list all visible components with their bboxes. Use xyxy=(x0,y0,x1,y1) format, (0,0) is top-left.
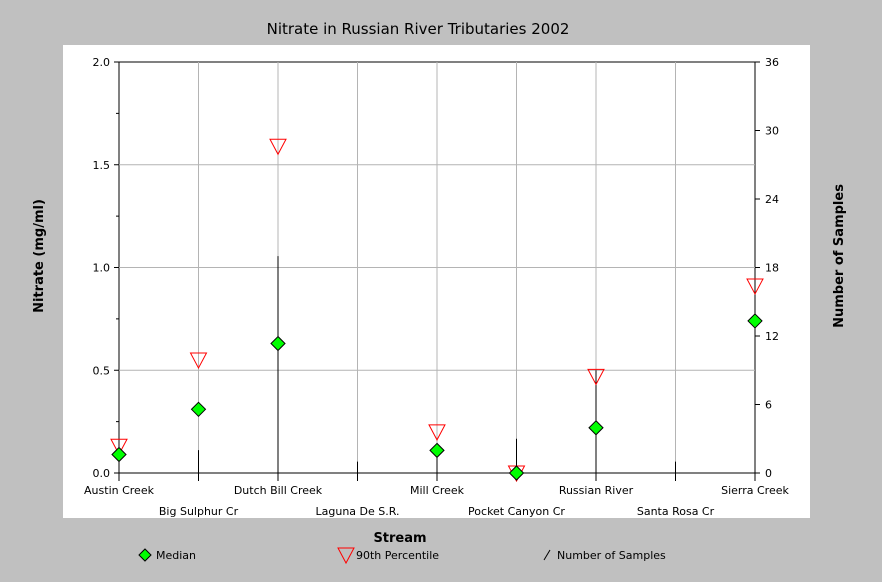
x-tick-label: Pocket Canyon Cr xyxy=(468,505,565,518)
y-tick-label: 0.5 xyxy=(93,364,111,377)
y-axis-left: 0.0 0.5 1.0 1.5 2.0 xyxy=(93,56,119,480)
y-axis-title: Nitrate (mg/ml) xyxy=(32,199,47,313)
median-marker xyxy=(588,420,604,436)
legend-item-90th-percentile: 90th Percentile xyxy=(337,547,439,565)
x-tick-label: Santa Rosa Cr xyxy=(637,505,715,518)
percentile-90-marker xyxy=(110,438,128,456)
legend-line-icon xyxy=(543,549,551,561)
x-tick-label: Laguna De S.R. xyxy=(316,505,400,518)
x-tick-label: Austin Creek xyxy=(84,484,155,497)
y2-tick-label: 24 xyxy=(765,193,779,206)
x-tick-label: Russian River xyxy=(559,484,634,497)
data-marks xyxy=(110,138,764,483)
y2-tick-label: 6 xyxy=(765,399,772,412)
x-tick-label: Dutch Bill Creek xyxy=(234,484,323,497)
percentile-90-marker xyxy=(189,352,208,370)
x-tick-label: Sierra Creek xyxy=(721,484,789,497)
legend-label-90th-percentile: 90th Percentile xyxy=(356,549,439,562)
y2-tick-label: 30 xyxy=(765,125,779,138)
y2-tick-label: 12 xyxy=(765,330,779,343)
x-tick-label: Mill Creek xyxy=(410,484,465,497)
legend-triangle-down-icon xyxy=(337,547,355,565)
median-marker xyxy=(508,465,525,481)
y2-axis-title: Number of Samples xyxy=(832,184,847,328)
y2-tick-label: 36 xyxy=(765,56,779,69)
x-axis: Austin Creek Big Sulphur Cr Dutch Bill Cre… xyxy=(84,473,790,518)
legend-label-number-of-samples: Number of Samples xyxy=(557,549,666,562)
y-tick-label: 2.0 xyxy=(93,56,111,69)
x-tick-label: Big Sulphur Cr xyxy=(159,505,239,518)
y-tick-label: 0.0 xyxy=(93,467,111,480)
median-marker xyxy=(111,446,127,463)
y-axis-right: 0 6 12 18 24 30 36 xyxy=(755,56,779,480)
chart-title: Nitrate in Russian River Tributaries 200… xyxy=(267,20,570,38)
x-axis-title: Stream xyxy=(373,531,426,546)
legend-diamond-icon xyxy=(138,548,152,562)
median-marker xyxy=(270,335,286,352)
percentile-90-marker xyxy=(269,138,287,156)
percentile-90-marker xyxy=(428,424,446,441)
y-tick-label: 1.5 xyxy=(93,159,111,172)
legend: Median 90th Percentile Number of Samples xyxy=(138,547,666,565)
percentile-90-marker xyxy=(746,278,764,296)
y2-tick-label: 18 xyxy=(765,262,779,275)
median-marker xyxy=(429,442,445,459)
legend-item-median: Median xyxy=(138,548,196,562)
grid-lines xyxy=(119,62,755,473)
y2-tick-label: 0 xyxy=(765,467,772,480)
median-marker xyxy=(190,401,207,418)
y-tick-label: 1.0 xyxy=(93,262,111,275)
legend-item-number-of-samples: Number of Samples xyxy=(543,549,666,562)
percentile-90-marker xyxy=(587,368,605,386)
median-marker xyxy=(747,313,763,329)
legend-label-median: Median xyxy=(156,549,196,562)
